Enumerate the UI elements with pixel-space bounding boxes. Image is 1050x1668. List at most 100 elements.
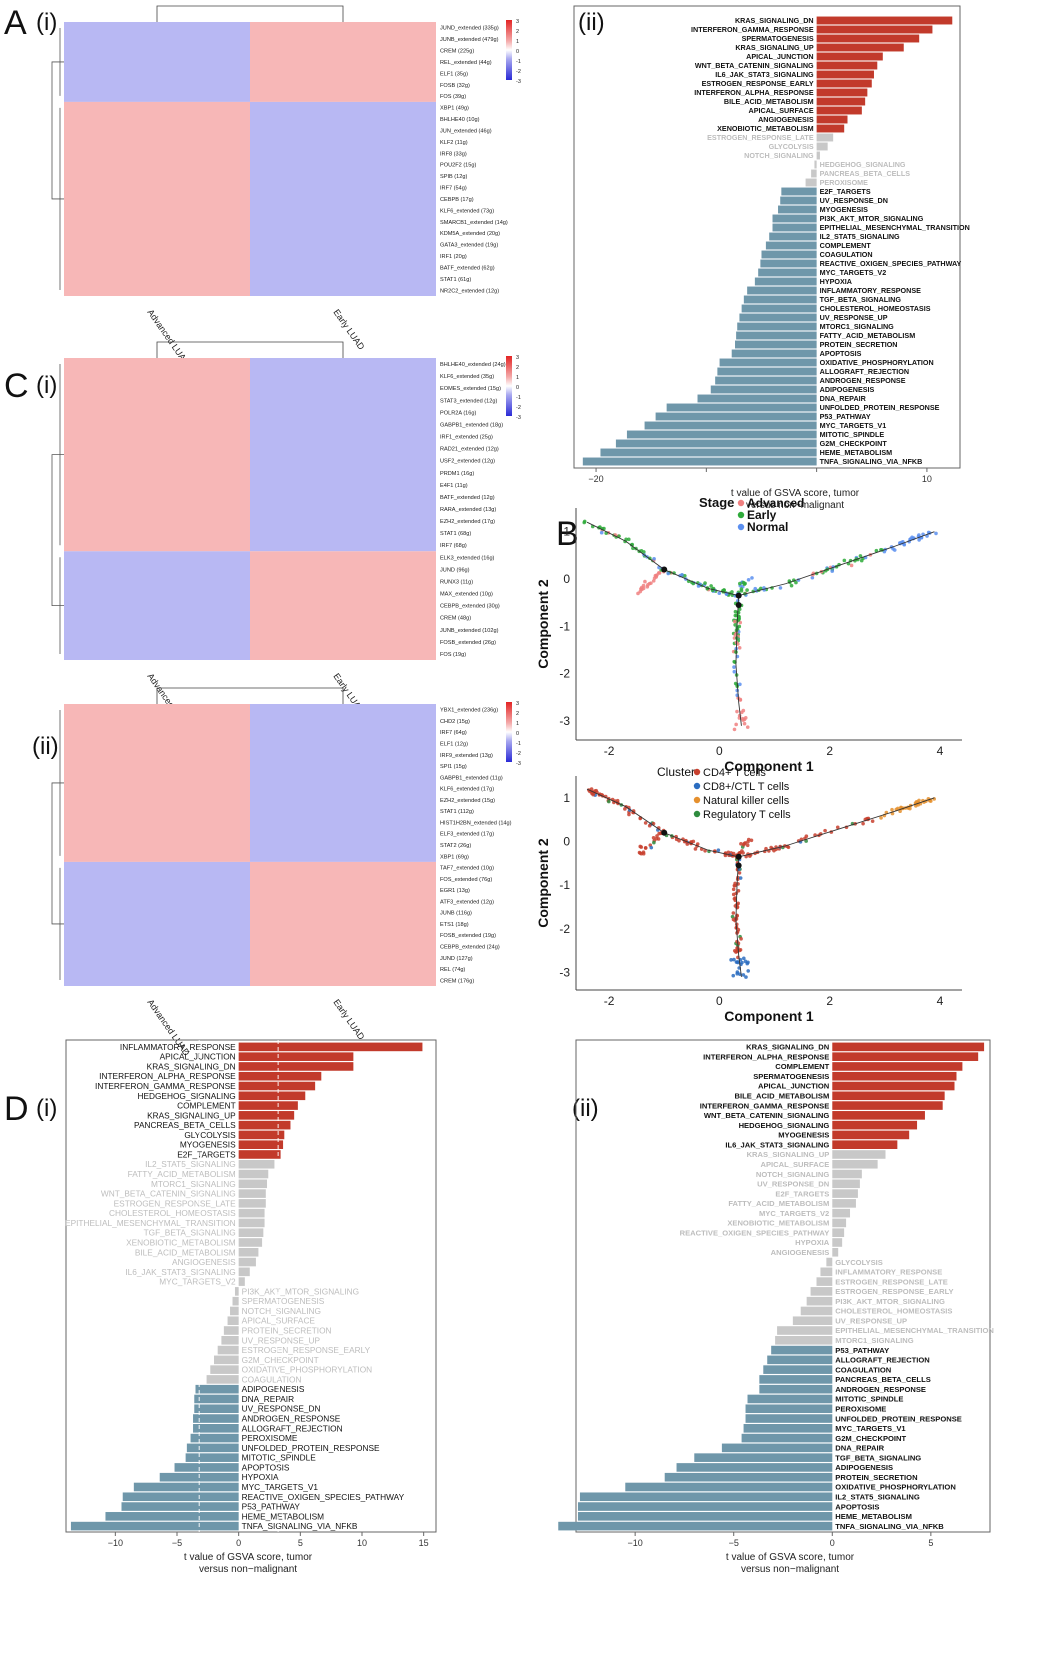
bar [238, 1101, 298, 1110]
bar-label: COAGULATION [242, 1374, 302, 1384]
bar [832, 1208, 851, 1218]
bar-chart-A_ii: KRAS_SIGNALING_DNINTERFERON_GAMMA_RESPON… [573, 5, 970, 511]
bar [816, 142, 828, 151]
heat-row-label: GATA3_extended (19g) [440, 243, 498, 249]
x-axis-title-line: versus non−malignant [741, 1564, 839, 1575]
color-key-label: -3 [516, 79, 521, 85]
bar [731, 349, 817, 358]
bar-label: UV_RESPONSE_UP [835, 1316, 907, 1325]
bar [816, 133, 834, 142]
bar-label: XENOBIOTIC_METABOLISM [727, 1219, 829, 1228]
x-tick-label: −10 [108, 1538, 123, 1548]
color-key-bar [506, 356, 512, 416]
bar-label: ESTROGEN_RESPONSE_EARLY [835, 1287, 953, 1296]
bar [832, 1150, 886, 1159]
bar-label: G2M_CHECKPOINT [835, 1434, 906, 1443]
color-key-label: 3 [516, 701, 519, 707]
cell-point [736, 888, 741, 893]
bar-label: SPERMATOGENESIS [742, 34, 814, 43]
color-key-label: -2 [516, 405, 521, 411]
bar-label: HEME_METABOLISM [820, 448, 893, 457]
x-tick-label: -2 [604, 994, 615, 1008]
cell-point [638, 816, 643, 821]
bar [600, 448, 817, 457]
bar [577, 1502, 833, 1511]
row-dendrogram [51, 28, 64, 290]
bar-label: MITOTIC_SPINDLE [835, 1395, 903, 1404]
cell-point [731, 973, 736, 978]
bar [133, 1482, 239, 1492]
cell-point [870, 819, 875, 823]
bar-label: PROTEIN_SECRETION [835, 1473, 917, 1482]
x-tick-label: 4 [937, 994, 944, 1008]
heat-row-label: CEBPB_extended (24g) [440, 945, 500, 951]
legend-label: Early [747, 508, 777, 522]
bar-label: PEROXISOME [242, 1433, 298, 1443]
bar-label: TGF_BETA_SIGNALING [820, 295, 902, 304]
bar-label: IL2_STAT5_SIGNALING [145, 1159, 236, 1169]
heat-row-label: REL (74g) [440, 967, 465, 973]
bar-label: SPERMATOGENESIS [753, 1072, 829, 1081]
bar-label: ANGIOGENESIS [758, 115, 814, 124]
bar [832, 1130, 910, 1140]
heat-row-label: RAD21_extended (12g) [440, 447, 499, 453]
cell-point [738, 581, 742, 586]
bar-label: KRAS_SIGNALING_UP [147, 1110, 236, 1120]
cell-point [835, 825, 840, 830]
bar-label: MYC_TARGETS_V2 [759, 1209, 829, 1218]
cell-point [746, 960, 750, 965]
cell-point [732, 665, 736, 669]
cell-point [652, 556, 656, 561]
heat-row-label: EGR1 (13g) [440, 888, 470, 894]
bar [805, 178, 817, 187]
legend-title: Cluster [657, 765, 695, 779]
legend-swatch [693, 810, 701, 818]
bar-label: GLYCOLYSIS [835, 1258, 883, 1267]
x-axis-title-line: t value of GSVA score, tumor [184, 1552, 313, 1563]
bar-label: EPITHELIAL_MESENCHYMAL_TRANSITION [820, 223, 970, 232]
cell-point [735, 971, 740, 976]
cell-point [599, 530, 604, 535]
bar [238, 1052, 354, 1061]
heat-row-label: KLF6_extended (17g) [440, 787, 494, 793]
cell-point [849, 563, 854, 568]
x-axis-title-line: versus non−malignant [746, 500, 844, 511]
bar [780, 196, 817, 205]
cell-point [589, 787, 594, 791]
bar-label: HYPOXIA [242, 1472, 279, 1482]
bar [792, 1316, 833, 1326]
bar [737, 322, 817, 331]
bar-label: WNT_BETA_CATENIN_SIGNALING [695, 61, 814, 70]
x-axis-title-line: t value of GSVA score, tumor [731, 488, 860, 499]
cell-point [736, 927, 741, 932]
bar [814, 160, 817, 169]
heat-row-label: IRF7 (68g) [440, 543, 467, 549]
heat-row-label: IRF7 (64g) [440, 730, 467, 736]
bar [666, 403, 817, 412]
bar-label: KRAS_SIGNALING_UP [747, 1150, 830, 1159]
cell-point [709, 584, 713, 588]
bar-label: DNA_REPAIR [242, 1394, 294, 1404]
cell-point [735, 709, 739, 714]
bar [697, 394, 817, 403]
cell-point [685, 842, 690, 846]
bar [810, 1287, 833, 1296]
panel-sub-a-ii: (ii) [578, 9, 605, 36]
cell-point [623, 807, 627, 811]
bar [778, 205, 817, 214]
heatmap-A_i: JUND_extended (335g) JUNB_extended (479g)… [51, 5, 521, 368]
cell-point [738, 948, 743, 952]
bar-label: REACTIVE_OXIGEN_SPECIES_PATHWAY [242, 1492, 405, 1502]
bar [743, 295, 817, 304]
bar [210, 1365, 239, 1374]
cell-point [742, 717, 747, 722]
cell-point [731, 911, 736, 915]
heat-row-label: USF2_extended (12g) [440, 459, 495, 465]
bar-label: MYC_TARGETS_V1 [820, 421, 887, 430]
bar-label: GLYCOLYSIS [769, 142, 814, 151]
bar-label: UV_RESPONSE_DN [242, 1404, 321, 1414]
bar-label: HYPOXIA [795, 1238, 830, 1247]
heat-row-label: JUND_extended (335g) [440, 26, 499, 32]
bar-label: OXIDATIVE_PHOSPHORYLATION [242, 1365, 372, 1375]
heat-row-label: CREM (48g) [440, 616, 471, 622]
